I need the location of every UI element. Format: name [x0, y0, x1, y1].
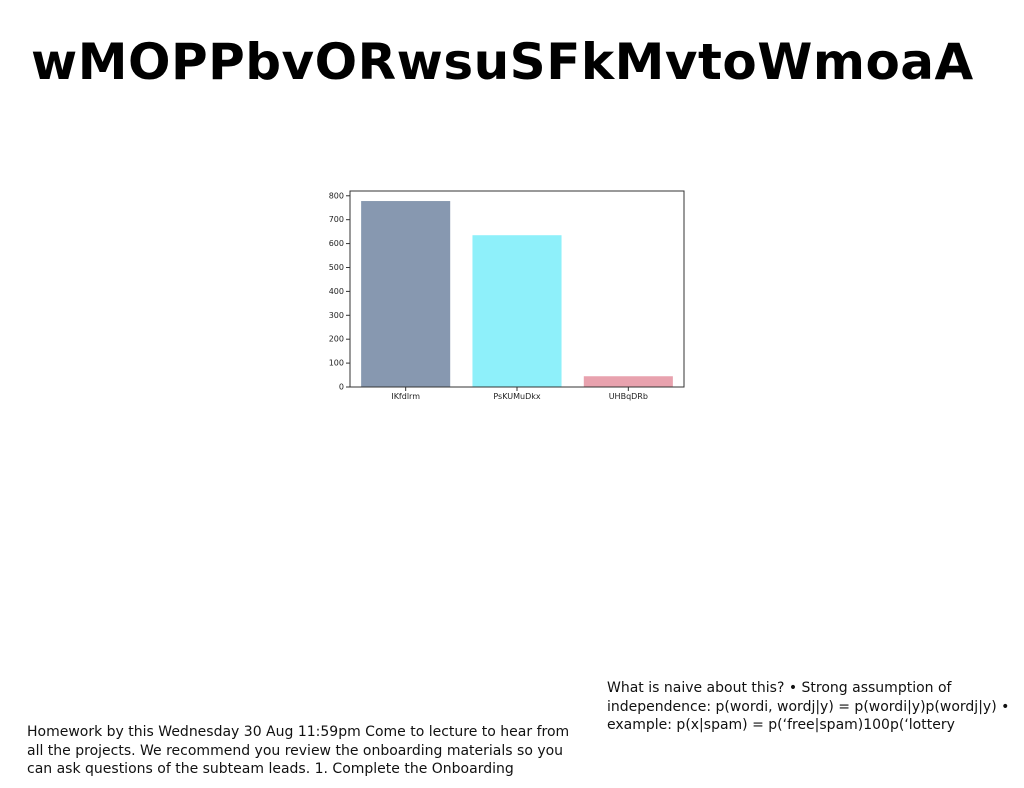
y-tick-label: 500 [329, 263, 344, 272]
text-block-naive-bayes: What is naive about this? • Strong assum… [607, 679, 1019, 735]
bar-IKfdlrm [361, 201, 450, 387]
y-tick-label: 0 [339, 383, 344, 392]
y-tick-label: 800 [329, 191, 344, 200]
y-tick-label: 700 [329, 215, 344, 224]
x-tick-label: UHBqDRb [609, 392, 648, 401]
y-tick-label: 100 [329, 359, 344, 368]
y-tick-label: 600 [329, 239, 344, 248]
slide-title: wMOPPbvORwsuSFkMvtoWmoaA [31, 30, 974, 94]
y-tick-label: 200 [329, 335, 344, 344]
bar-PsKUMuDkx [472, 235, 561, 387]
bar-chart: 0 100 200 300 400 500 600 700 800 IKfdlrm PsKUMuDk… [318, 182, 694, 406]
text-block-homework: Homework by this Wednesday 30 Aug 11:59p… [27, 723, 587, 779]
x-tick-label: PsKUMuDkx [493, 392, 541, 401]
bar-UHBqDRb [584, 376, 673, 387]
x-tick-label: IKfdlrm [391, 392, 420, 401]
y-tick-label: 300 [329, 311, 344, 320]
y-tick-label: 400 [329, 287, 344, 296]
